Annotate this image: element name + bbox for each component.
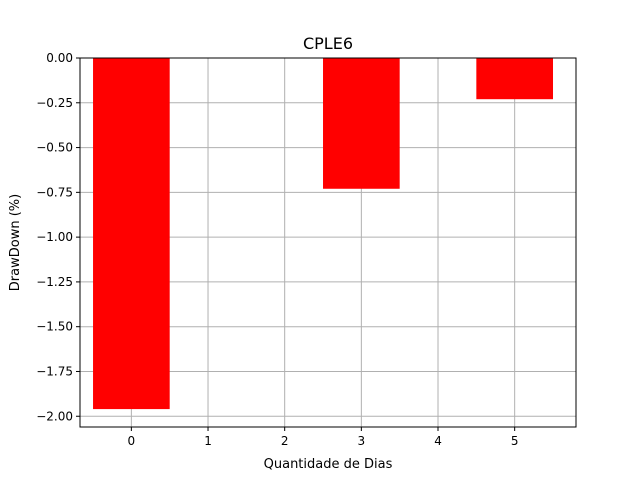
- x-tick-label: 2: [281, 434, 289, 448]
- y-tick-label: −0.75: [36, 185, 73, 199]
- ticks: 0 1 2 3 4 5 0.00 −0.25 −0.50 −0.75 −1.00 −1.25 −1.50…: [36, 51, 518, 448]
- y-tick-label: −1.75: [36, 364, 73, 378]
- plot-frame: [79, 57, 577, 428]
- x-tick-label: 1: [204, 434, 212, 448]
- bars: [93, 58, 554, 410]
- chart-title: CPLE6: [303, 34, 353, 53]
- x-tick-label: 0: [128, 434, 136, 448]
- bar: [323, 58, 400, 189]
- x-axis-label: Quantidade de Dias: [264, 457, 393, 472]
- y-tick-label: −1.50: [36, 320, 73, 334]
- x-tick-label: 3: [358, 434, 366, 448]
- x-tick-label: 4: [434, 434, 442, 448]
- bar: [93, 58, 170, 410]
- y-axis-label: DrawDown (%): [8, 194, 23, 291]
- y-tick-label: 0.00: [46, 51, 73, 65]
- y-tick-label: −0.25: [36, 96, 73, 110]
- y-tick-label: −1.00: [36, 230, 73, 244]
- bar: [476, 58, 554, 100]
- y-tick-label: −2.00: [36, 409, 73, 423]
- y-tick-label: −1.25: [36, 275, 73, 289]
- y-tick-label: −0.50: [36, 141, 73, 155]
- x-tick-label: 5: [511, 434, 519, 448]
